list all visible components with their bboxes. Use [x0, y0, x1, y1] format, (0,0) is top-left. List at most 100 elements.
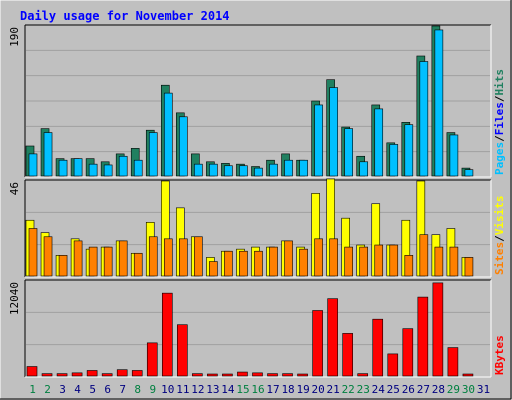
kbytes-bar-day-26	[402, 328, 414, 377]
bars-hits_files	[25, 25, 474, 177]
sites-bar-day-24	[374, 244, 384, 277]
day-label-20: 20	[312, 383, 325, 396]
kbytes-bar-day-19	[297, 373, 308, 377]
kbytes-bar-day-1	[26, 366, 38, 377]
panel-visits_sites: 46 Sites/Visits	[8, 178, 506, 278]
files-bar-day-20	[314, 104, 323, 177]
chart-panels: 190Pages/Files/Hits46Sites/Visits12040KB…	[8, 24, 506, 378]
kbytes-bar-day-17	[267, 373, 278, 377]
kbytes-bar-day-5	[86, 370, 98, 377]
sites-bar-day-30	[464, 257, 474, 277]
legend-text-sites: Sites	[493, 242, 506, 275]
sites-bar-day-12	[194, 236, 203, 277]
sites-bar-day-22	[344, 246, 353, 277]
day-label-3: 3	[59, 383, 66, 396]
files-bar-day-7	[118, 155, 128, 177]
day-labels: 1 2 3 4 5 6 7 8 9 10 11 12 13 14 15 16 17 18 19 20 21 22 23 24 2…	[29, 383, 490, 396]
day-label-4: 4	[74, 383, 81, 396]
files-bar-day-30	[464, 169, 474, 177]
kbytes-bar-day-27	[417, 296, 429, 377]
day-label-10: 10	[161, 383, 174, 396]
day-label-14: 14	[221, 383, 235, 396]
day-label-23: 23	[357, 383, 370, 396]
files-bar-day-24	[374, 108, 384, 177]
y-max-label: 12040	[8, 282, 21, 315]
sites-bar-day-15	[239, 250, 248, 277]
kbytes-bar-day-11	[177, 324, 188, 377]
sites-bar-day-6	[103, 246, 113, 277]
day-label-1: 1	[29, 383, 36, 396]
files-bar-day-19	[299, 159, 308, 177]
legend-hits_files: Pages/Files/Hits	[493, 69, 506, 175]
day-label-7: 7	[119, 383, 126, 396]
legend-text-visits: Visits	[493, 196, 506, 236]
day-label-15: 15	[236, 383, 249, 396]
day-label-27: 27	[417, 383, 430, 396]
sites-bar-day-7	[118, 240, 128, 277]
files-bar-day-2	[43, 132, 53, 177]
day-label-25: 25	[387, 383, 400, 396]
sites-bar-day-8	[133, 252, 143, 277]
legend-text-pages: Pages	[493, 142, 506, 175]
day-label-28: 28	[432, 383, 445, 396]
kbytes-bar-day-23	[357, 373, 369, 377]
files-bar-day-22	[344, 128, 353, 177]
kbytes-bar-day-8	[131, 370, 143, 377]
sites-bar-day-21	[329, 238, 338, 277]
day-label-6: 6	[104, 383, 111, 396]
files-bar-day-29	[449, 134, 459, 177]
files-bar-day-25	[389, 144, 399, 177]
legend-text-hits: Hits	[493, 69, 506, 96]
panel-kbytes: 12040 KBytes	[8, 279, 506, 378]
sites-bar-day-14	[224, 250, 233, 277]
kbytes-bar-day-10	[161, 292, 173, 377]
sites-bar-day-28	[434, 246, 444, 277]
files-bar-day-5	[88, 163, 98, 177]
day-label-22: 22	[342, 383, 355, 396]
sites-bar-day-9	[148, 236, 158, 277]
day-label-16: 16	[251, 383, 264, 396]
day-label-9: 9	[149, 383, 156, 396]
sites-bar-day-13	[209, 261, 218, 277]
day-label-29: 29	[447, 383, 460, 396]
day-label-13: 13	[206, 383, 219, 396]
files-bar-day-13	[209, 163, 218, 177]
legend-text-files: Files	[493, 102, 506, 135]
files-bar-day-18	[284, 159, 293, 177]
files-bar-day-23	[359, 161, 369, 177]
kbytes-bar-day-13	[207, 373, 218, 377]
kbytes-bar-day-9	[146, 342, 158, 377]
files-bar-day-17	[269, 163, 278, 177]
kbytes-bar-day-12	[192, 373, 203, 377]
kbytes-bar-day-30	[462, 373, 474, 377]
sites-bar-day-17	[269, 246, 278, 277]
files-bar-day-21	[329, 87, 338, 177]
y-max-label: 46	[8, 182, 21, 195]
day-label-30: 30	[462, 383, 475, 396]
kbytes-bar-day-28	[432, 282, 444, 377]
legend-text-separator: /	[493, 235, 506, 242]
kbytes-bar-day-14	[222, 373, 233, 377]
sites-bar-day-10	[163, 238, 173, 277]
files-bar-day-15	[239, 165, 248, 177]
files-bar-day-4	[73, 158, 83, 177]
files-bar-day-12	[194, 163, 203, 177]
day-label-21: 21	[327, 383, 340, 396]
kbytes-bar-day-2	[41, 373, 53, 377]
chart-title: Daily usage for November 2014	[20, 9, 230, 23]
sites-bar-day-29	[449, 246, 459, 277]
kbytes-bar-day-15	[237, 371, 248, 377]
sites-bar-day-25	[389, 244, 399, 277]
sites-bar-day-16	[254, 250, 263, 277]
day-label-8: 8	[134, 383, 141, 396]
files-bar-day-8	[133, 159, 143, 177]
files-bar-day-1	[28, 153, 38, 177]
sites-bar-day-4	[73, 240, 83, 277]
sites-bar-day-11	[179, 238, 188, 277]
sites-bar-day-19	[299, 248, 308, 277]
kbytes-bar-day-7	[116, 369, 128, 377]
kbytes-bar-day-22	[342, 333, 353, 377]
kbytes-bar-day-3	[56, 373, 68, 377]
